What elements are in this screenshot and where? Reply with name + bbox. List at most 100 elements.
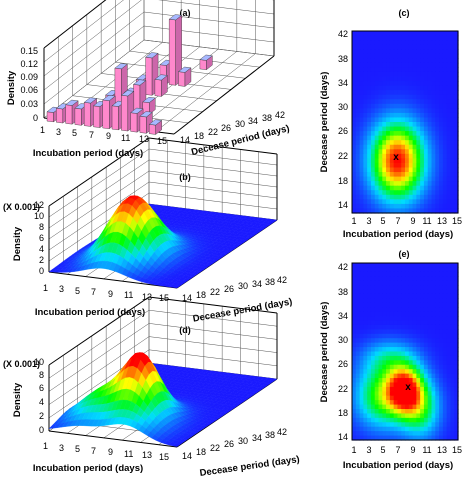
panel-c-heat-cell (397, 67, 402, 73)
panel-e-heat-cell (420, 347, 425, 353)
panel-c-heat-cell (378, 94, 383, 100)
panel-e-heat-cell (370, 324, 376, 330)
panel-c-heat-cell (397, 53, 402, 59)
panel-e-heat-cell (363, 302, 368, 308)
panel-e-heat-cell (454, 316, 459, 322)
panel-e-heat-cell (397, 360, 402, 366)
panel-c-heat-cell (370, 71, 376, 78)
panel-c-heat-cell (431, 71, 436, 78)
panel-c-heat-cell (454, 103, 459, 109)
panel-e-heat-cell (454, 347, 459, 353)
panel-a-gridline (158, 0, 275, 15)
panel-c-heat-cell (427, 62, 433, 68)
panel-c-heat-cell (367, 85, 372, 91)
panel-e-heat-cell (416, 289, 421, 295)
panel-e-heat-cell (355, 386, 361, 392)
panel-e-heat-cell (397, 311, 402, 317)
panel-e-heat-cell (450, 338, 455, 344)
panel-c-heat-cell (442, 31, 448, 37)
panel-e-heat-cell (420, 276, 425, 282)
panel-e-heat-cell (389, 431, 395, 437)
panel-e-heat-cell (435, 267, 440, 273)
panel-e-heat-cell (401, 276, 406, 282)
panel-c-heat-cell (420, 62, 425, 68)
panel-e-heat-cell (412, 307, 417, 313)
panel-b-ztick: 18 (196, 290, 206, 300)
panel-c-heat-cell (405, 49, 410, 55)
panel-e-heat-cell (442, 285, 448, 291)
panel-c-heat-cell (435, 49, 440, 55)
panel-e-ylabel: Decease period (days) (319, 302, 330, 403)
panel-c-heat-cell (370, 149, 376, 155)
panel-e-heat-cell (427, 285, 433, 291)
panel-c-heat-cell (367, 158, 372, 164)
panel-c-heat-cell (416, 40, 421, 46)
panel-c-heat-cell (389, 135, 395, 141)
panel-e-heat-cell (412, 263, 417, 269)
panel-e-heat-cell (446, 355, 452, 361)
panel-c-heat-cell (367, 35, 372, 41)
panel-c-heat-cell (393, 85, 399, 91)
panel-c-heat-cell (450, 176, 455, 182)
panel-e-heat-cell (427, 413, 433, 419)
panel-c-heat-cell (450, 199, 455, 205)
panel-c-heat-cell (431, 172, 436, 178)
panel-e-heat-cell (367, 311, 372, 317)
panel-c-heat-cell (363, 122, 368, 128)
panel-e-heat-cell (367, 373, 372, 379)
panel-c-heat-cell (431, 108, 436, 114)
panel-e-heat-cell (370, 364, 376, 370)
panel-e-heat-cell (435, 417, 440, 423)
panel-c-heat-cell (450, 144, 455, 150)
panel-e-heat-cell (450, 382, 455, 388)
panel-c-heat-cell (446, 144, 452, 150)
panel-e-heat-cell (454, 324, 459, 330)
panel-e-heat-cell (420, 316, 425, 322)
panel-c-heat-cell (420, 35, 425, 41)
panel-c-heat-cell (439, 131, 444, 137)
panel-e-heat-cell (423, 395, 429, 401)
panel-e-heat-cell (454, 431, 459, 437)
panel-c-xlabel: Incubation period (days) (343, 229, 453, 240)
panel-e-heat-cell (367, 422, 372, 428)
panel-e-heat-cell (389, 329, 395, 335)
panel-c-heat-cell (367, 103, 372, 109)
panel-e-heat-cell (382, 378, 387, 384)
panel-a-bar (139, 115, 147, 134)
panel-c-heat-cell (352, 190, 357, 196)
panel-c-heat-cell (442, 53, 448, 59)
panel-c-heat-cell (397, 203, 402, 210)
panel-c-heat-cell (431, 53, 436, 59)
panel-e-heat-cell (446, 342, 452, 348)
panel-a-xtick: 11 (121, 133, 130, 143)
panel-c-heat-cell (405, 153, 410, 159)
panel-e-heat-cell (382, 342, 387, 348)
panel-c-heat-cell (446, 122, 452, 128)
panel-e-heat-cell (416, 329, 421, 335)
panel-c-heat-cell (412, 126, 417, 132)
panel-e-heat-cell (416, 378, 421, 384)
panel-c-heat-cell (393, 131, 399, 137)
panel-c-heat-cell (442, 162, 448, 169)
panel-c-heat-cell (386, 203, 391, 210)
panel-e-heat-cell (435, 342, 440, 348)
panel-c-heat-cell (439, 35, 444, 41)
panel-c-heat-cell (401, 135, 406, 141)
panel-e-heat-cell (454, 342, 459, 348)
panel-c-heat-cell (420, 203, 425, 210)
panel-e-heat-cell (367, 364, 372, 370)
panel-c-heat-cell (423, 122, 429, 128)
panel-a-gridline (43, 25, 145, 105)
panel-e-heat-cell (431, 333, 436, 339)
panel-c-heat-cell (370, 131, 376, 137)
panel-e-heat-cell (442, 382, 448, 388)
panel-c-heat-cell (412, 71, 417, 78)
panel-e-heat-cell (446, 289, 452, 295)
panel-e-heat-cell (412, 360, 417, 366)
panel-c-heat-cell (367, 94, 372, 100)
panel-e-heat-cell (454, 382, 459, 388)
panel-c-heat-cell (423, 103, 429, 109)
panel-c-heat-cell (435, 81, 440, 87)
panel-c-heat-cell (454, 81, 459, 87)
panel-c-ytick: 26 (338, 126, 348, 136)
